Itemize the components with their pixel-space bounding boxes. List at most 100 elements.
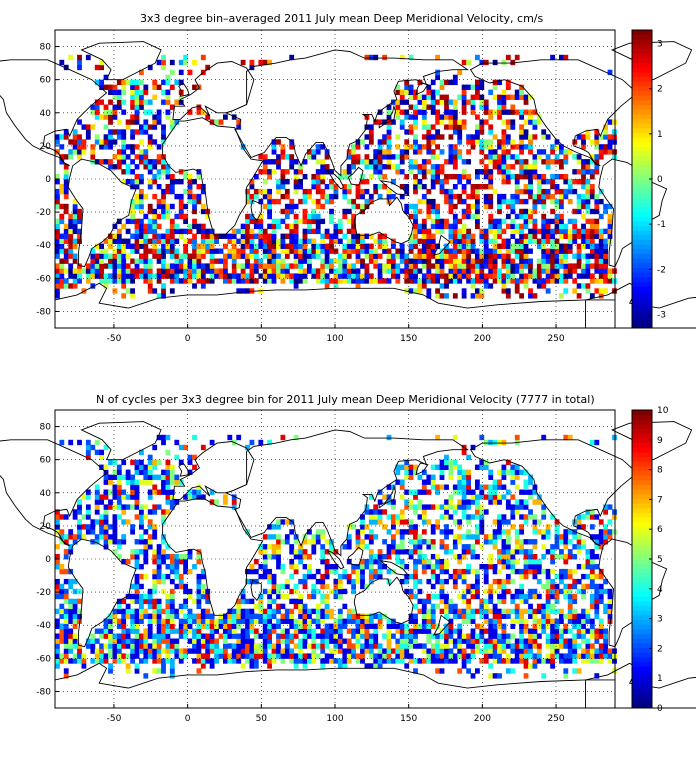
bin-cell	[589, 583, 595, 590]
bin-cell	[488, 159, 494, 165]
bin-cell	[267, 258, 273, 264]
bin-cell	[395, 114, 401, 120]
bin-cell	[488, 638, 494, 644]
bin-cell	[200, 243, 206, 249]
bin-cell	[439, 668, 445, 674]
bin-cell	[554, 524, 560, 530]
bin-cell	[103, 144, 109, 150]
bin-cell	[324, 248, 330, 254]
bin-cell	[55, 223, 60, 230]
bin-cell	[386, 514, 392, 520]
bin-cell	[430, 169, 436, 175]
bin-cell	[391, 243, 396, 249]
bin-cell	[214, 658, 220, 664]
bin-cell	[585, 514, 591, 520]
bin-cell	[479, 149, 485, 155]
bin-cell	[404, 628, 410, 634]
bin-cell	[550, 549, 556, 555]
bin-cell	[139, 159, 144, 165]
bin-cell	[320, 268, 326, 274]
bin-cell	[550, 193, 556, 200]
bin-cell	[523, 188, 529, 195]
bin-cell	[139, 208, 144, 215]
colorbar-segment	[632, 151, 652, 157]
bin-cell	[161, 203, 166, 210]
bin-cell	[554, 218, 560, 225]
bin-cell	[395, 134, 401, 140]
bin-cell	[413, 549, 418, 555]
bin-cell	[99, 628, 105, 634]
bin-cell	[112, 278, 118, 284]
bin-cell	[483, 248, 489, 254]
bin-cell	[461, 223, 467, 230]
bin-cell	[581, 203, 586, 210]
bin-cell	[267, 633, 273, 639]
bin-cell	[426, 638, 432, 644]
colorbar-tick-label: -2	[657, 265, 666, 275]
bin-cell	[77, 613, 82, 619]
bin-cell	[541, 509, 547, 515]
bin-cell	[514, 54, 520, 61]
bin-cell	[457, 653, 463, 659]
bin-cell	[501, 263, 507, 269]
bin-cell	[169, 658, 175, 664]
bin-cell	[112, 643, 118, 649]
bin-cell	[139, 243, 144, 249]
bin-cell	[444, 179, 449, 185]
bin-cell	[174, 263, 180, 269]
bin-cell	[399, 564, 405, 570]
bin-cell	[200, 263, 206, 269]
bin-cell	[364, 198, 370, 205]
bin-cell	[267, 174, 273, 180]
bin-cell	[94, 494, 100, 500]
bin-cell	[479, 288, 485, 294]
bin-cell	[488, 643, 494, 649]
bin-cell	[329, 248, 334, 254]
bin-cell	[492, 238, 498, 244]
bin-cell	[342, 658, 348, 664]
bin-cell	[143, 673, 149, 679]
bin-cell	[501, 89, 507, 95]
bin-cell	[324, 273, 330, 279]
bin-cell	[271, 544, 277, 550]
bin-cell	[262, 653, 268, 659]
bin-cell	[85, 509, 91, 515]
bin-cell	[475, 593, 480, 600]
bin-cell	[483, 154, 489, 160]
bin-cell	[559, 568, 564, 575]
bin-cell	[125, 668, 131, 674]
bin-cell	[426, 159, 432, 165]
bin-cell	[404, 109, 410, 115]
bin-cell	[134, 564, 140, 570]
bin-cell	[156, 84, 162, 90]
bin-cell	[430, 623, 436, 629]
bin-cell	[497, 109, 502, 115]
bin-cell	[307, 268, 312, 274]
bin-cell	[324, 638, 330, 644]
bin-cell	[426, 149, 432, 155]
bin-cell	[554, 618, 560, 624]
bin-cell	[510, 633, 516, 639]
bin-cell	[183, 559, 189, 565]
bin-cell	[497, 164, 502, 170]
bin-cell	[209, 623, 215, 629]
bin-cell	[320, 203, 326, 210]
bin-cell	[72, 144, 78, 150]
bin-cell	[510, 109, 516, 115]
bin-cell	[408, 638, 414, 644]
bin-cell	[563, 534, 569, 540]
bin-cell	[139, 253, 144, 259]
bin-cell	[231, 643, 237, 649]
bin-cell	[161, 539, 166, 545]
bin-cell	[355, 203, 361, 210]
bin-cell	[559, 54, 564, 61]
bin-cell	[528, 109, 533, 115]
bin-cell	[134, 638, 140, 644]
bin-cell	[289, 648, 295, 654]
bin-cell	[607, 268, 613, 274]
bin-cell	[435, 263, 441, 269]
bin-cell	[258, 154, 264, 160]
bin-cell	[169, 608, 175, 615]
bin-cell	[364, 154, 370, 160]
bin-cell	[364, 633, 370, 639]
